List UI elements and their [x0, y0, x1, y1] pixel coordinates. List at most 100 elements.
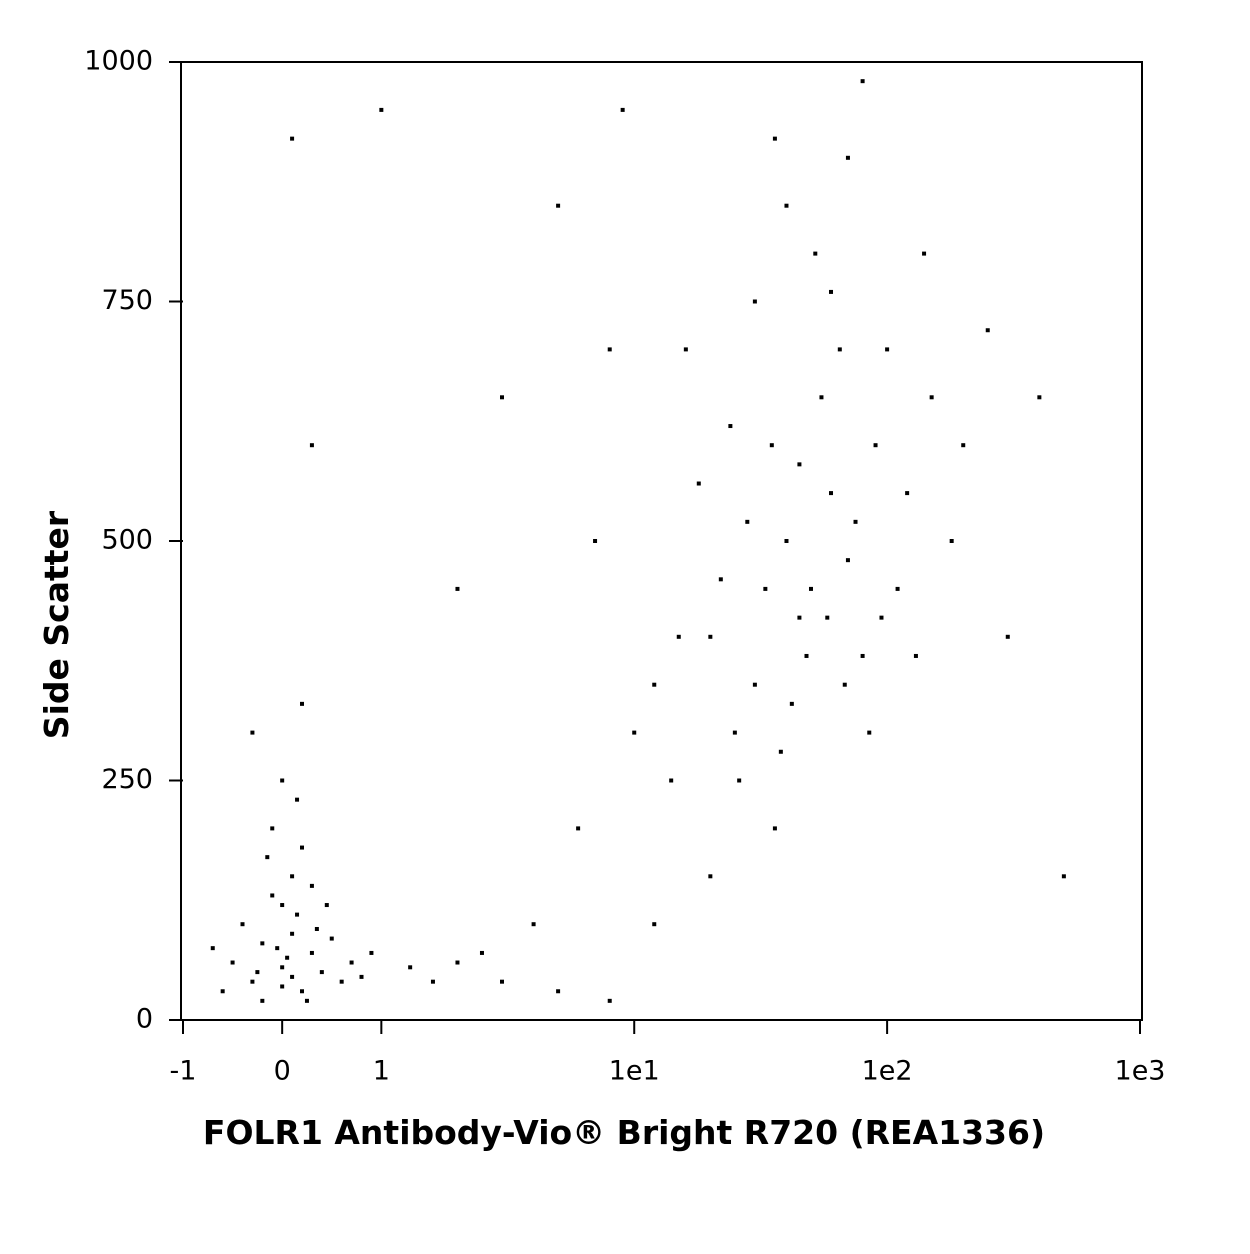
- event-dot: [772, 826, 777, 831]
- event-dot: [728, 424, 733, 429]
- event-dot: [295, 912, 300, 917]
- event-dot: [280, 965, 285, 970]
- event-dot: [369, 950, 374, 955]
- plot-frame: [180, 61, 1143, 1021]
- event-dot: [845, 558, 850, 563]
- event-dot: [240, 922, 245, 927]
- event-dot: [813, 251, 818, 256]
- event-dot: [1005, 634, 1010, 639]
- y-tick-label: 0: [136, 1004, 153, 1035]
- event-dot: [737, 778, 742, 783]
- event-dot: [359, 974, 364, 979]
- event-dot: [250, 730, 255, 735]
- event-dot: [255, 970, 260, 975]
- event-dot: [339, 979, 344, 984]
- event-dot: [290, 136, 295, 141]
- event-dot: [295, 797, 300, 802]
- event-dot: [319, 970, 324, 975]
- event-dot: [985, 328, 990, 333]
- event-dot: [280, 984, 285, 989]
- event-dot: [576, 826, 581, 831]
- event-dot: [408, 965, 413, 970]
- event-dot: [309, 950, 314, 955]
- event-dot: [873, 443, 878, 448]
- event-dot: [913, 653, 918, 658]
- event-dot: [290, 931, 295, 936]
- event-dot: [745, 519, 750, 524]
- x-tick-label: 1: [373, 1056, 390, 1087]
- event-dot: [632, 730, 637, 735]
- y-tick-label: 250: [101, 764, 153, 795]
- event-dot: [531, 922, 536, 927]
- event-dot: [329, 936, 334, 941]
- event-dot: [895, 586, 900, 591]
- event-dot: [860, 653, 865, 658]
- event-dot: [829, 289, 834, 294]
- event-dot: [819, 395, 824, 400]
- x-tick-label: -1: [170, 1056, 197, 1087]
- event-dot: [270, 893, 275, 898]
- event-dot: [696, 481, 701, 486]
- event-dot: [314, 926, 319, 931]
- event-dot: [752, 682, 757, 687]
- event-dot: [290, 974, 295, 979]
- event-dot: [499, 395, 504, 400]
- event-dot: [593, 539, 598, 543]
- event-dot: [784, 539, 789, 543]
- event-dot: [769, 443, 774, 448]
- event-dot: [763, 586, 768, 591]
- event-dot: [250, 979, 255, 984]
- event-dot: [300, 989, 305, 994]
- event-dot: [290, 874, 295, 879]
- event-dot: [556, 203, 561, 208]
- event-dot: [929, 395, 934, 400]
- event-dot: [853, 519, 858, 524]
- event-dot: [752, 299, 757, 304]
- x-axis-label: FOLR1 Antibody-Vio® Bright R720 (REA1336…: [203, 1113, 1045, 1152]
- event-dot: [280, 778, 285, 783]
- event-dot: [265, 855, 270, 860]
- event-dot: [1037, 395, 1042, 400]
- event-dot: [275, 946, 280, 951]
- event-dot: [879, 615, 884, 620]
- event-dot: [300, 701, 305, 706]
- event-dot: [837, 347, 842, 352]
- event-dot: [324, 903, 329, 908]
- event-dot: [708, 634, 713, 639]
- event-dot: [556, 989, 561, 994]
- event-dot: [669, 778, 674, 783]
- y-tick-label: 1000: [84, 46, 153, 77]
- event-dot: [220, 989, 225, 994]
- event-dot: [922, 251, 927, 256]
- event-dot: [789, 701, 794, 706]
- event-dot: [804, 653, 809, 658]
- x-tick-label: 1e1: [609, 1056, 660, 1087]
- event-dot: [885, 347, 890, 352]
- event-dot: [620, 107, 625, 112]
- event-dot: [808, 586, 813, 591]
- event-dot: [285, 955, 290, 960]
- event-dot: [708, 874, 713, 879]
- event-dot: [842, 682, 847, 687]
- event-dot: [797, 615, 802, 620]
- event-dot: [607, 347, 612, 352]
- event-dot: [260, 941, 265, 946]
- event-dot: [300, 845, 305, 850]
- event-dot: [860, 79, 865, 84]
- x-tick-label: 1e2: [862, 1056, 913, 1087]
- event-dot: [676, 634, 681, 639]
- event-dot: [304, 998, 309, 1003]
- event-dot: [784, 203, 789, 208]
- event-dot: [349, 960, 354, 965]
- event-dot: [455, 586, 460, 591]
- event-dot: [607, 998, 612, 1003]
- event-dot: [1061, 874, 1066, 879]
- event-dot: [280, 903, 285, 908]
- y-tick-label: 500: [101, 525, 153, 556]
- event-dot: [652, 682, 657, 687]
- event-dot: [772, 136, 777, 141]
- event-dot: [825, 615, 830, 620]
- event-dot: [479, 950, 484, 955]
- event-dot: [961, 443, 966, 448]
